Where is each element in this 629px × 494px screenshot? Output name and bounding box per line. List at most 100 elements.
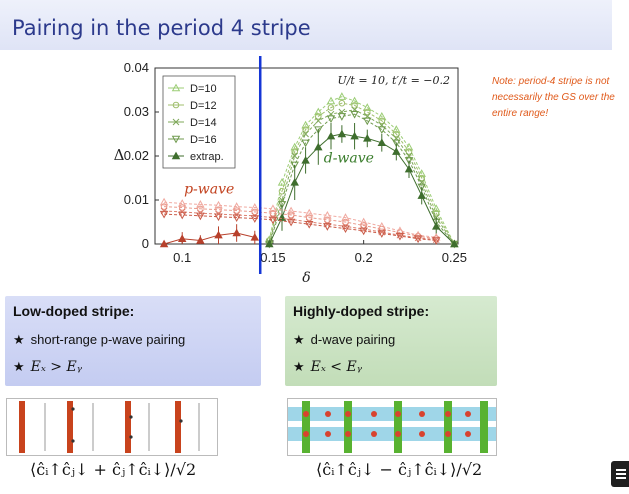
data-point bbox=[301, 139, 310, 148]
data-point bbox=[350, 110, 359, 119]
data-point bbox=[377, 111, 387, 120]
series-line-7 bbox=[164, 210, 437, 241]
series-line-0 bbox=[268, 96, 455, 245]
data-point bbox=[326, 96, 336, 105]
pairing-chart: 0.1 0.15 0.2 0.25 0 0.01 0.02 0.03 0.04 δ Δ U/t = 1… bbox=[114, 56, 467, 286]
data-point bbox=[269, 209, 277, 217]
data-point bbox=[232, 214, 241, 223]
data-point bbox=[418, 174, 426, 182]
data-point bbox=[338, 99, 346, 107]
y-axis-label: Δ bbox=[114, 146, 125, 164]
stripe-dot bbox=[345, 411, 351, 417]
data-point bbox=[337, 129, 347, 138]
data-point bbox=[431, 221, 441, 230]
data-point bbox=[393, 130, 400, 138]
data-point bbox=[314, 117, 322, 125]
low-doped-item-2: ★ Eₓ > Eᵧ bbox=[13, 359, 82, 375]
data-point bbox=[304, 220, 314, 229]
stripe-row bbox=[288, 407, 496, 421]
legend-label: D=10 bbox=[190, 83, 217, 95]
high-doped-box: Highly-doped stripe: ★ d-wave pairing ★ Eₓ… bbox=[285, 296, 497, 386]
data-point bbox=[392, 125, 401, 133]
data-point bbox=[450, 239, 459, 248]
data-point bbox=[351, 102, 358, 109]
series-line-5 bbox=[164, 201, 437, 238]
stripe-bar bbox=[444, 401, 452, 453]
data-point bbox=[359, 217, 368, 226]
stripe-dot bbox=[371, 411, 377, 417]
data-point bbox=[291, 148, 299, 155]
stripe-dot bbox=[395, 431, 401, 437]
stripe-dot bbox=[419, 411, 425, 417]
data-point bbox=[359, 227, 368, 236]
slide-title: Pairing in the period 4 stripe bbox=[12, 16, 311, 40]
data-point bbox=[265, 239, 274, 248]
x-tick-label: 0.25 bbox=[442, 250, 467, 265]
p-wave-label: p-wave bbox=[184, 181, 234, 197]
stripe-bar bbox=[394, 401, 402, 453]
data-point bbox=[417, 169, 426, 177]
data-point bbox=[305, 214, 313, 221]
data-point bbox=[377, 138, 387, 147]
stripe-dot bbox=[179, 419, 183, 423]
data-point bbox=[404, 142, 414, 151]
data-point bbox=[326, 131, 336, 140]
params-label: U/t = 10, t′/t = −0.2 bbox=[337, 74, 450, 87]
data-point bbox=[363, 108, 371, 116]
legend-label: D=12 bbox=[190, 100, 217, 112]
data-point bbox=[178, 204, 186, 211]
stripe-dot bbox=[325, 431, 331, 437]
legend-label: D=14 bbox=[190, 117, 217, 129]
data-point bbox=[337, 113, 347, 121]
data-point bbox=[177, 234, 187, 242]
stripe-dot bbox=[129, 435, 133, 439]
y-tick-label: 0.02 bbox=[124, 148, 149, 163]
data-point bbox=[302, 130, 309, 138]
low-doped-box: Low-doped stripe: ★ short-range p-wave pa… bbox=[5, 296, 261, 386]
data-point bbox=[377, 126, 387, 135]
data-point bbox=[214, 230, 223, 239]
data-point bbox=[404, 157, 414, 165]
legend-marker bbox=[171, 83, 181, 92]
data-point bbox=[159, 239, 169, 248]
data-point bbox=[314, 107, 323, 116]
data-point bbox=[286, 218, 296, 227]
legend-marker bbox=[172, 118, 180, 126]
data-point bbox=[314, 113, 322, 120]
stripe-dot bbox=[303, 411, 309, 417]
x-tick-label: 0.15 bbox=[260, 250, 285, 265]
data-point bbox=[196, 212, 205, 221]
data-point bbox=[323, 210, 332, 219]
data-point bbox=[196, 199, 205, 208]
high-doped-item-1: ★ d-wave pairing bbox=[293, 332, 395, 348]
data-point bbox=[405, 148, 413, 155]
data-point bbox=[250, 232, 260, 241]
low-stripe-diagram bbox=[6, 398, 218, 456]
data-point bbox=[250, 215, 260, 223]
star-icon: ★ bbox=[13, 332, 25, 347]
data-point bbox=[287, 211, 295, 219]
data-point bbox=[431, 237, 441, 245]
data-point bbox=[301, 120, 310, 129]
y-tick-label: 0.04 bbox=[124, 60, 149, 75]
stripe-dot bbox=[445, 431, 451, 437]
data-point bbox=[302, 126, 309, 133]
data-point bbox=[377, 221, 387, 230]
high-stripe-diagram bbox=[287, 398, 497, 456]
data-point bbox=[290, 161, 299, 170]
series-line-1 bbox=[268, 102, 455, 245]
data-point bbox=[268, 204, 278, 213]
high-item2-text: Eₓ < Eᵧ bbox=[310, 359, 362, 375]
menu-icon[interactable] bbox=[611, 461, 629, 487]
data-point bbox=[290, 177, 299, 186]
series-line-6 bbox=[164, 206, 437, 240]
data-point bbox=[250, 203, 260, 211]
stripe-dot bbox=[465, 411, 471, 417]
star-icon: ★ bbox=[293, 332, 305, 347]
stripe-dot bbox=[419, 431, 425, 437]
legend-marker bbox=[172, 101, 180, 109]
stripe-bar bbox=[125, 401, 131, 453]
d-wave-label: d-wave bbox=[324, 151, 374, 167]
data-point bbox=[363, 117, 372, 126]
high-doped-item-2: ★ Eₓ < Eᵧ bbox=[293, 359, 362, 375]
